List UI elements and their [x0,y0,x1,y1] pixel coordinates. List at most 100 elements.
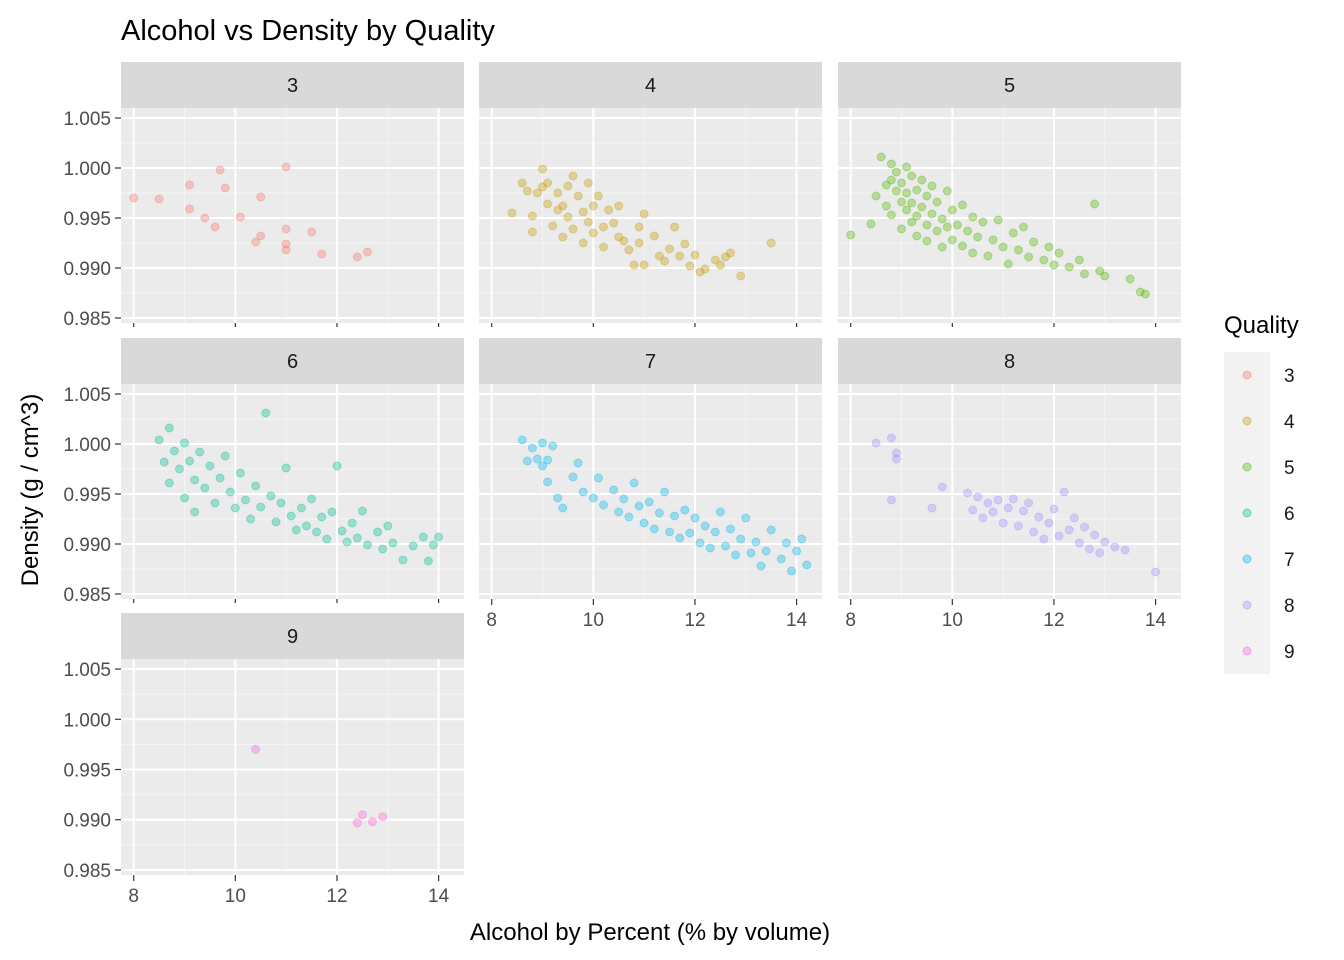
legend-key [1242,462,1252,472]
data-point [532,188,542,198]
data-point [332,461,342,471]
data-point [614,507,624,517]
data-point [973,232,983,242]
legend-label: 9 [1284,642,1295,663]
data-point [578,207,588,217]
facet-panel: 3 [121,62,464,323]
data-point [654,251,664,261]
data-point [756,561,766,571]
data-point [235,468,245,478]
x-tick-label: 14 [428,886,450,907]
data-point [220,451,230,461]
data-point [968,248,978,258]
data-point [573,458,583,468]
legend-item: 4 [1224,398,1295,444]
legend-key [1242,416,1252,426]
legend-key [1242,600,1252,610]
facet-panel: 7 [479,338,822,599]
data-point [543,199,553,209]
data-point [322,534,332,544]
data-point [281,245,291,255]
legend-key-background [1224,536,1270,582]
data-point [1095,548,1105,558]
data-point [527,211,537,221]
x-tick-label: 10 [583,610,604,631]
data-point [215,473,225,483]
data-point [568,224,578,234]
data-point [1085,544,1094,554]
data-point [256,502,266,512]
legend-item: 3 [1224,352,1295,398]
data-point [983,251,993,261]
data-point [897,197,906,207]
facet-panel: 9 [121,613,464,875]
data-point [200,483,210,493]
data-point [317,512,327,522]
data-point [1029,237,1039,247]
data-point [1003,503,1013,513]
data-point [281,463,291,473]
data-point [337,526,347,536]
data-point [154,435,164,445]
panel-background [838,384,1181,599]
facet-strip-label: 9 [287,626,298,648]
data-point [357,506,367,516]
y-axis-label: Density (g / cm^3) [17,394,44,587]
y-tick-label: 0.990 [63,535,111,556]
data-point [246,514,256,524]
data-point [973,492,983,502]
panel-background [121,108,464,323]
data-point [736,534,746,544]
data-point [604,205,614,215]
data-point [302,521,311,531]
data-point [185,456,195,466]
data-point [695,538,705,548]
facet-strip [121,62,464,108]
data-point [937,482,947,492]
data-point [593,191,603,201]
data-point [670,511,680,521]
data-point [922,220,932,230]
data-point [968,212,978,222]
data-point [998,518,1008,528]
data-point [993,495,1003,505]
data-point [649,524,659,534]
data-point [639,260,649,270]
legend-key-background [1224,444,1270,490]
data-point [726,524,735,534]
data-point [185,180,195,190]
data-point [639,518,649,528]
data-point [998,242,1008,252]
data-point [429,540,438,550]
legend-key [1242,646,1252,656]
data-point [593,473,603,483]
legend-key [1242,370,1252,380]
facet-panels: 3 4 5 6 7 8 9 [121,62,1181,875]
data-point [373,527,383,537]
data-point [963,226,973,236]
y-tick-label: 1.000 [63,710,111,731]
data-point [665,527,675,537]
facet-strip [121,613,464,659]
data-point [787,566,796,576]
data-point [978,513,988,523]
data-point [958,241,967,251]
x-tick-label: 12 [684,610,705,631]
data-point [548,441,558,451]
data-point [342,537,352,547]
data-point [886,495,896,505]
data-point [624,245,634,255]
data-point [434,532,444,542]
data-point [230,503,240,513]
legend-item: 7 [1224,536,1295,582]
data-point [154,194,164,204]
data-point [185,204,195,214]
y-tick-label: 0.995 [63,209,111,230]
legend-item: 9 [1224,628,1295,674]
legend-label: 5 [1284,458,1295,479]
data-point [736,271,746,281]
data-point [629,478,639,488]
data-point [897,224,906,234]
x-tick-label: 14 [1145,610,1167,631]
data-point [726,248,735,258]
